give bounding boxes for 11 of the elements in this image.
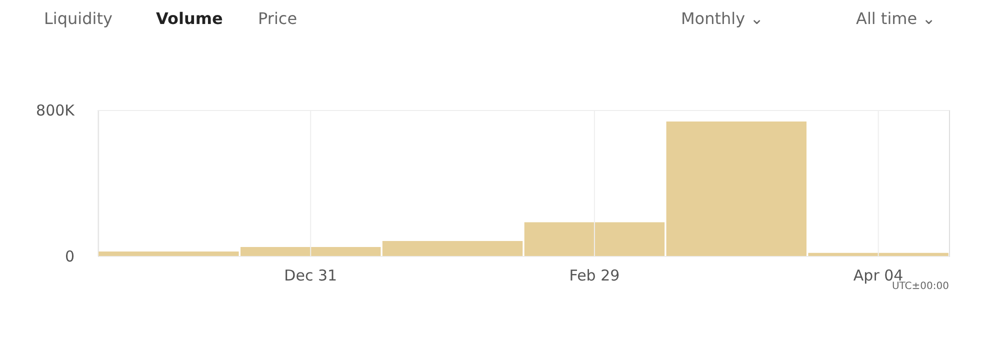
- bar: [524, 222, 665, 256]
- text: All time ⌄: [856, 9, 936, 28]
- bar: [382, 241, 523, 256]
- text: Price: [258, 9, 298, 28]
- text: Monthly ⌄: [681, 9, 764, 28]
- y-tick-label: 0: [64, 248, 74, 266]
- text: Volume: [156, 9, 224, 28]
- x-tick-label: Dec 31: [284, 266, 338, 284]
- text: Liquidity: [44, 9, 112, 28]
- y-tick-label: 800K: [36, 102, 76, 120]
- x-tick-label: Feb 29: [569, 266, 620, 284]
